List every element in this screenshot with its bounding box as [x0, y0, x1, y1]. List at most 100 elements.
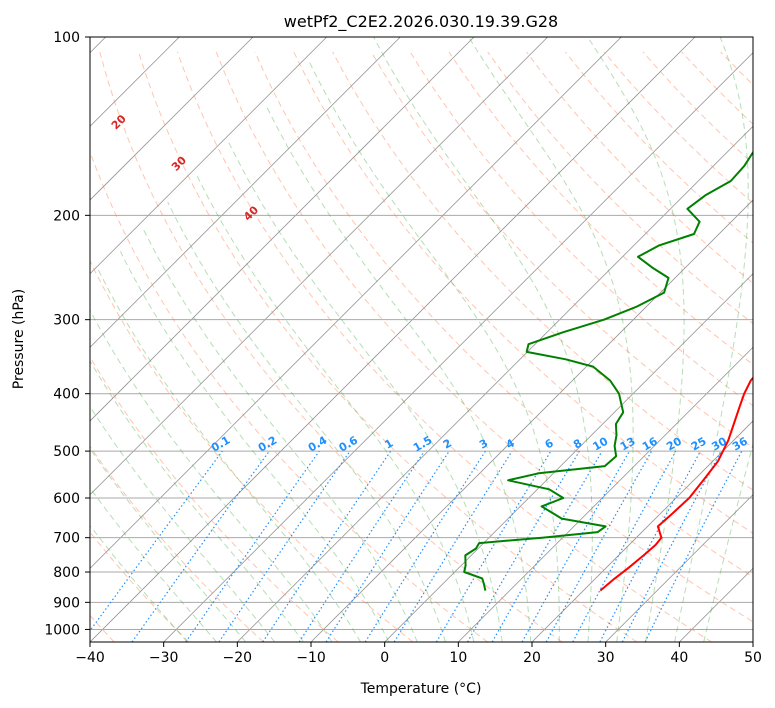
y-tick-label: 200	[53, 208, 80, 224]
isotherm-line	[163, 52, 753, 642]
x-tick-label: −40	[75, 650, 105, 666]
mixing-ratio-line	[572, 450, 677, 642]
moist-adiabat	[195, 173, 475, 642]
x-tick-label: 20	[523, 650, 541, 666]
y-axis: 1000 900 800 700 600 500 400 300 200 100	[44, 30, 90, 638]
isotherm-line	[384, 273, 753, 642]
dry-adiabat	[176, 51, 712, 642]
y-axis-title: Pressure (hPa)	[11, 289, 27, 389]
mixing-ratio-line	[545, 450, 653, 642]
moist-adiabat	[119, 251, 390, 642]
moist-adiabat	[142, 227, 418, 642]
y-tick-label: 500	[53, 444, 80, 460]
x-tick-label: 40	[670, 650, 688, 666]
x-tick-label: 0	[380, 650, 389, 666]
dry-adiabats	[90, 51, 753, 642]
dry-adiabat	[254, 51, 753, 578]
dry-adiabat	[526, 51, 753, 284]
y-tick-label: 400	[53, 387, 80, 403]
isobar-lines	[90, 37, 753, 630]
mixing-ratio-line	[466, 450, 580, 642]
isotherm-line	[90, 37, 548, 496]
dry-adiabat	[681, 51, 753, 125]
x-tick-label: 10	[449, 650, 467, 666]
mixing-ratio-line	[131, 450, 270, 642]
x-tick-label: 30	[597, 650, 615, 666]
dry-adiabat-label: 30	[169, 154, 189, 174]
dry-adiabat	[215, 51, 753, 623]
mixing-ratio-line	[521, 450, 631, 642]
dry-adiabat	[90, 356, 339, 642]
chart-title: wetPf2_C2E2.2026.030.19.39.G28	[284, 12, 558, 32]
moist-adiabat	[674, 37, 749, 642]
dry-adiabat	[487, 51, 753, 325]
isotherm-line	[458, 346, 753, 642]
moist-adiabat	[265, 104, 532, 642]
y-tick-label: 800	[53, 565, 80, 581]
dry-adiabat	[332, 51, 753, 491]
dry-adiabat	[138, 51, 638, 642]
mixing-ratio-line	[644, 450, 743, 642]
y-tick-label: 900	[53, 595, 80, 611]
y-tick-label: 300	[53, 313, 80, 329]
y-tick-label: 100	[53, 30, 80, 46]
sounding-series	[463, 150, 753, 592]
mixing-ratio-lines	[90, 450, 743, 642]
isotherm-line	[752, 641, 753, 642]
plot-frame	[89, 36, 754, 643]
moist-adiabat	[373, 37, 593, 642]
dry-adiabat	[642, 51, 753, 165]
mixing-ratio-label: 2	[441, 437, 454, 452]
dry-adiabat	[720, 51, 753, 86]
moist-adiabat	[90, 360, 304, 642]
mixing-ratio-line	[298, 450, 425, 642]
isotherm-line	[90, 37, 622, 569]
isotherm-line	[237, 125, 753, 642]
moist-adiabat	[90, 309, 333, 642]
dry-adiabat	[90, 259, 414, 642]
isotherm-line	[310, 199, 753, 642]
mixing-ratio-label: 3	[477, 437, 490, 452]
dry-adiabat	[370, 51, 753, 449]
isotherm-line	[90, 37, 401, 348]
temperature-profile-line	[599, 376, 753, 592]
dry-adiabat-label: 20	[109, 112, 129, 132]
dry-adiabat	[90, 150, 488, 642]
mixing-ratio-label: 4	[504, 436, 517, 451]
mixing-ratio-line	[599, 450, 702, 642]
dewpoint-profile-line	[463, 150, 753, 591]
moist-adiabat	[468, 37, 634, 642]
x-tick-label: −20	[223, 650, 253, 666]
dry-adiabat	[90, 531, 190, 642]
x-axis-title: Temperature (°C)	[360, 681, 482, 697]
mixing-ratio-line	[185, 450, 320, 642]
moist-adiabat	[90, 405, 276, 642]
isotherm-line	[90, 37, 696, 642]
moist-adiabat	[96, 267, 362, 642]
x-tick-label: −10	[296, 650, 326, 666]
dry-adiabat	[409, 51, 753, 407]
moist-adiabat	[587, 37, 685, 642]
y-tick-label: 700	[53, 531, 80, 547]
dry-adiabat	[565, 51, 753, 244]
isotherm-line	[90, 37, 327, 275]
mixing-ratio-line	[90, 450, 223, 632]
moist-adiabat	[90, 524, 188, 642]
y-tick-label: 600	[53, 491, 80, 507]
x-tick-label: 50	[744, 650, 762, 666]
isotherm-line	[531, 420, 753, 642]
mixing-ratio-label: 6	[543, 436, 556, 451]
dry-adiabat	[90, 445, 264, 642]
dry-adiabat-label: 0	[12, 46, 27, 61]
moist-adiabat	[167, 201, 447, 642]
moist-adiabat	[703, 441, 753, 642]
isotherm-line	[90, 37, 475, 422]
moist-adiabat	[90, 447, 247, 642]
mixing-ratio-line	[325, 450, 450, 642]
moist-adiabat	[227, 141, 503, 642]
isotherm-line	[605, 494, 753, 642]
dry-adiabat	[99, 51, 563, 642]
x-tick-label: −30	[149, 650, 179, 666]
